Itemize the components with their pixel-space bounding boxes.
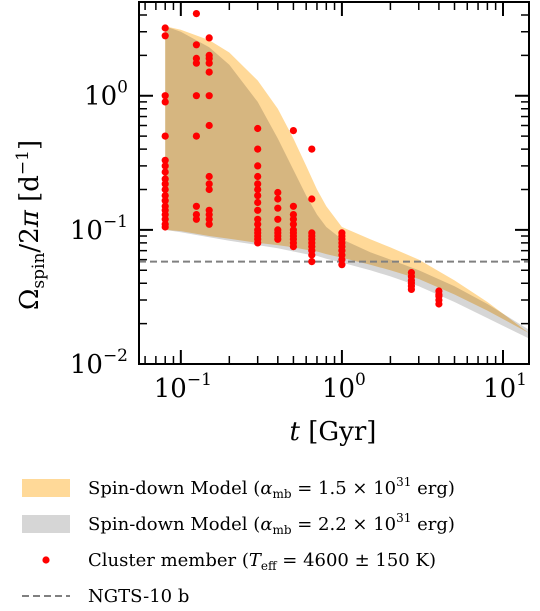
cluster-member-point bbox=[308, 195, 316, 203]
cluster-member-point bbox=[289, 202, 297, 210]
cluster-member-point bbox=[192, 92, 200, 100]
y-tick-label: 100 bbox=[84, 78, 128, 112]
cluster-member-point bbox=[205, 180, 213, 188]
cluster-member-point bbox=[205, 121, 213, 130]
y-tick-label: 10−2 bbox=[70, 346, 128, 380]
cluster-member-point bbox=[274, 235, 282, 243]
legend-marker bbox=[42, 556, 50, 564]
cluster-member-point bbox=[161, 223, 169, 231]
cluster-member-point bbox=[161, 98, 169, 106]
cluster-member-point bbox=[161, 168, 169, 176]
cluster-member-point bbox=[205, 172, 213, 181]
cluster-member-point bbox=[435, 300, 443, 308]
cluster-member-point bbox=[192, 215, 200, 223]
legend-label: NGTS-10 b bbox=[88, 586, 189, 607]
model-band-low-alpha bbox=[165, 26, 529, 334]
cluster-member-point bbox=[289, 220, 297, 228]
legend-label: Spin-down Model (αmb = 1.5 × 1031 erg) bbox=[88, 475, 455, 501]
cluster-member-point bbox=[205, 185, 213, 194]
legend-item: Spin-down Model (αmb = 1.5 × 1031 erg) bbox=[22, 475, 455, 501]
cluster-member-point bbox=[254, 198, 262, 207]
cluster-member-point bbox=[161, 197, 169, 205]
cluster-member-point bbox=[308, 258, 316, 266]
cluster-member-point bbox=[254, 192, 262, 200]
cluster-member-point bbox=[274, 195, 282, 203]
cluster-member-point bbox=[254, 180, 262, 188]
legend-item: NGTS-10 b bbox=[22, 586, 189, 607]
plot-area bbox=[139, 10, 529, 339]
axes: 10−1 100 101 10−2 10−1 100 bbox=[70, 1, 530, 404]
cluster-member-point bbox=[161, 156, 169, 164]
plot-clip-group bbox=[139, 10, 529, 339]
x-tick-label: 10−1 bbox=[154, 370, 212, 404]
y-axis-title: Ωspin/2π [d−1] bbox=[13, 140, 49, 310]
cluster-member-point bbox=[161, 175, 169, 183]
cluster-member-point bbox=[192, 59, 200, 67]
cluster-member-point bbox=[161, 180, 169, 188]
cluster-member-point bbox=[205, 68, 213, 76]
cluster-member-point bbox=[254, 185, 262, 194]
cluster-member-point bbox=[289, 243, 297, 251]
cluster-member-point bbox=[274, 188, 282, 197]
cluster-member-point bbox=[254, 215, 262, 223]
cluster-member-point bbox=[338, 261, 346, 269]
legend-label: Spin-down Model (αmb = 2.2 × 1031 erg) bbox=[88, 511, 455, 537]
cluster-member-point bbox=[254, 145, 262, 153]
cluster-member-point bbox=[161, 162, 169, 170]
y-tick-label: 10−1 bbox=[70, 212, 128, 246]
cluster-member-point bbox=[254, 239, 262, 247]
cluster-member-point bbox=[289, 215, 297, 223]
cluster-member-point bbox=[289, 127, 297, 135]
cluster-member-point bbox=[161, 32, 169, 40]
cluster-member-point bbox=[161, 132, 169, 140]
cluster-member-point bbox=[254, 172, 262, 181]
cluster-member-point bbox=[192, 202, 200, 210]
legend-item: Spin-down Model (αmb = 2.2 × 1031 erg) bbox=[22, 511, 455, 537]
x-tick-label: 101 bbox=[483, 370, 527, 404]
cluster-member-point bbox=[161, 92, 169, 100]
cluster-member-point bbox=[254, 124, 262, 133]
cluster-member-point bbox=[308, 251, 316, 259]
cluster-member-point bbox=[205, 59, 213, 67]
cluster-member-point bbox=[205, 215, 213, 223]
legend-item: Cluster member (Teff = 4600 ± 150 K) bbox=[42, 550, 436, 573]
cluster-member-point bbox=[161, 185, 169, 194]
cluster-member-point bbox=[205, 92, 213, 100]
cluster-member-point bbox=[254, 206, 262, 214]
cluster-member-point bbox=[205, 220, 213, 228]
cluster-member-point bbox=[161, 215, 169, 223]
legend-swatch bbox=[22, 479, 70, 497]
cluster-member-point bbox=[254, 220, 262, 228]
cluster-member-point bbox=[192, 41, 200, 49]
cluster-member-point bbox=[192, 132, 200, 140]
cluster-member-point bbox=[161, 24, 169, 32]
legend: Spin-down Model (αmb = 1.5 × 1031 erg) Sp… bbox=[22, 475, 455, 607]
cluster-member-point bbox=[161, 192, 169, 200]
cluster-member-point bbox=[192, 10, 200, 18]
cluster-member-point bbox=[274, 215, 282, 223]
cluster-member-point bbox=[274, 204, 282, 212]
x-tick-label: 100 bbox=[322, 370, 366, 404]
cluster-member-point bbox=[254, 162, 262, 170]
x-axis-title: t [Gyr] bbox=[290, 417, 377, 447]
legend-swatch bbox=[22, 515, 70, 533]
cluster-member-point bbox=[205, 34, 213, 42]
legend-label: Cluster member (Teff = 4600 ± 150 K) bbox=[88, 550, 436, 573]
cluster-member-point bbox=[338, 256, 346, 264]
cluster-member-point bbox=[308, 145, 316, 153]
cluster-member-point bbox=[407, 285, 415, 293]
